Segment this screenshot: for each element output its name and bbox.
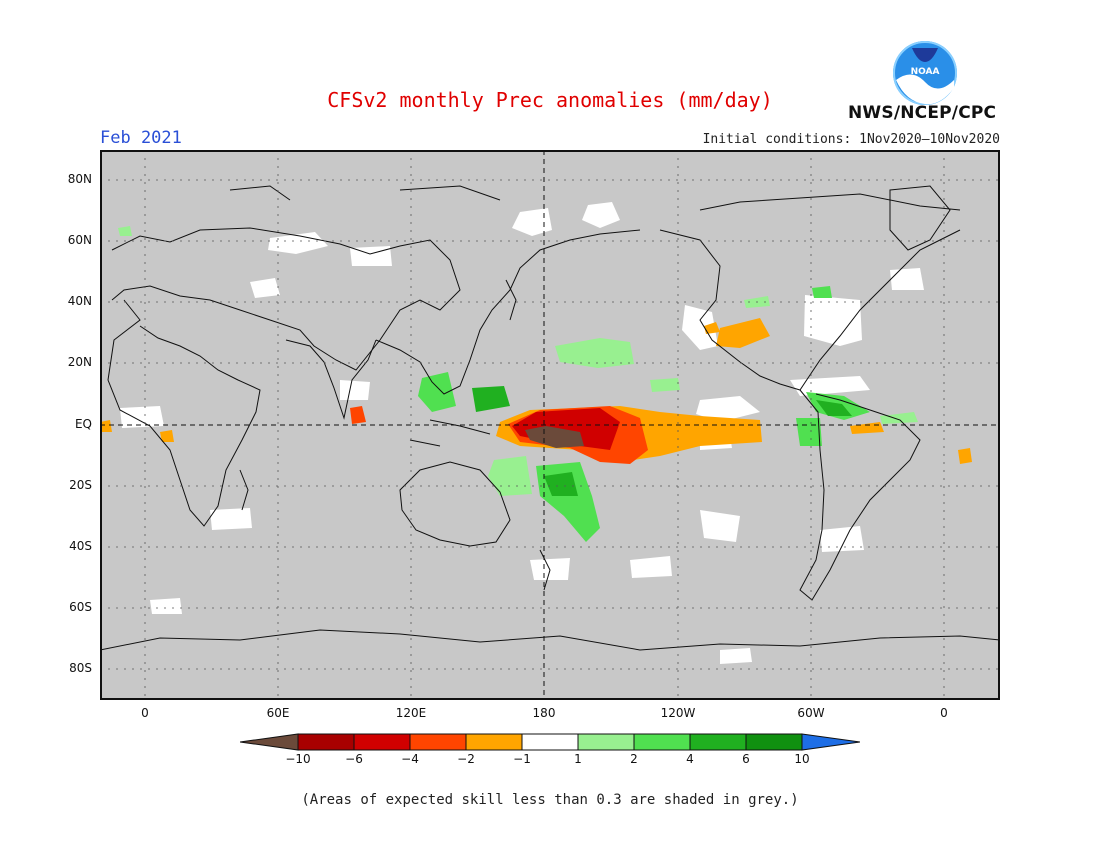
lon-label-0-west: 0 [141,706,149,720]
noaa-logo-icon: NOAA [893,41,957,105]
legend-swatch-2 [409,733,467,751]
forecast-month-label: Feb 2021 [100,128,182,148]
skill-footnote: (Areas of expected skill less than 0.3 a… [301,792,799,808]
lon-label-60w: 60W [797,706,825,720]
lat-label-60s: 60S [69,600,92,614]
legend-swatch-max [801,733,860,751]
legend-tick-label: −6 [345,752,363,766]
legend-swatch-3 [465,733,523,751]
legend-swatch-6 [633,733,691,751]
lon-label-120e: 120E [395,706,427,720]
positive-anomaly-regions [118,226,918,542]
lat-label-60n: 60N [67,233,92,247]
initial-conditions-label: Initial conditions: 1Nov2020—10Nov2020 [702,132,1000,147]
legend-tick-label: −10 [285,752,311,766]
negative-anomaly-region [100,318,972,464]
legend-tick-label: 2 [630,752,638,766]
lon-label-0-east: 0 [940,706,948,720]
legend-swatch-7 [689,733,747,751]
graticule [100,150,1000,700]
legend-swatch-1 [353,733,411,751]
color-legend-bar [240,733,860,751]
lat-label-20n: 20N [67,355,92,369]
legend-tick-label: 4 [686,752,694,766]
legend-tick-label: −1 [513,752,531,766]
lon-label-120w: 120W [660,706,696,720]
legend-tick-label: 10 [794,752,810,766]
lat-label-40s: 40S [69,539,92,553]
legend-tick-label: −2 [457,752,475,766]
lat-label-80s: 80S [69,661,92,675]
equator-dateline [100,150,1000,700]
map-frame [100,150,1000,700]
legend-tick-label: 1 [574,752,582,766]
map-canvas [99,150,1001,700]
legend-swatch-4 [521,733,579,751]
chart-title: CFSv2 monthly Prec anomalies (mm/day) [327,88,773,112]
svg-text:NOAA: NOAA [911,67,940,77]
lat-label-eq: EQ [74,417,92,431]
legend-tick-label: 6 [742,752,750,766]
agency-label: NWS/NCEP/CPC [848,103,997,123]
lat-label-80n: 80N [67,172,92,186]
lon-label-60e: 60E [266,706,290,720]
lat-label-40n: 40N [67,294,92,308]
lat-label-20s: 20S [69,478,92,492]
lon-label-180: 180 [532,706,556,720]
legend-swatch-0 [297,733,355,751]
coastlines [99,185,1001,651]
legend-swatch-min [240,733,299,751]
precipitation-anomaly-map [99,150,1001,700]
legend-tick-label: −4 [401,752,419,766]
legend-swatch-8 [745,733,803,751]
legend-swatch-5 [577,733,635,751]
